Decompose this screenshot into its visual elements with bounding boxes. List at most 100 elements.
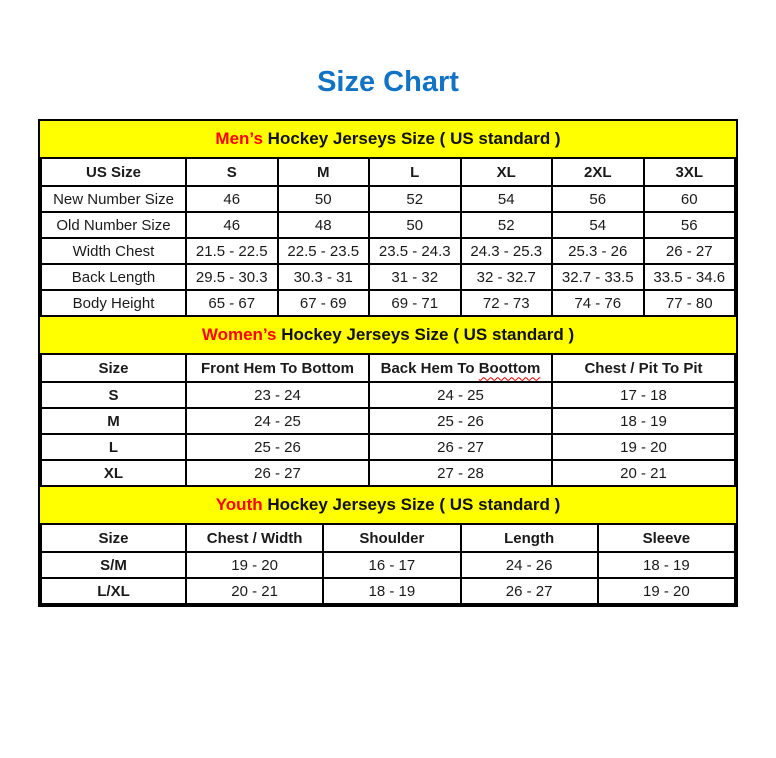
value-cell: 33.5 - 34.6	[642, 263, 736, 291]
value-cell: 24 - 25	[368, 381, 553, 409]
value-cell: 25 - 26	[368, 407, 553, 435]
mens-section-highlight: Men’s	[215, 129, 263, 148]
table-header-row: Size Front Hem To Bottom Back Hem To Boo…	[40, 353, 736, 383]
value-cell: 24.3 - 25.3	[459, 237, 553, 265]
table-row: Body Height 65 - 67 67 - 69 69 - 71 72 -…	[40, 289, 736, 317]
column-header: 3XL	[642, 157, 736, 187]
value-cell: 23 - 24	[185, 381, 370, 409]
value-cell: 19 - 20	[184, 551, 325, 579]
value-cell: 23.5 - 24.3	[368, 237, 462, 265]
value-cell: 65 - 67	[185, 289, 279, 317]
table-row: S 23 - 24 24 - 25 17 - 18	[40, 381, 736, 409]
table-row: Old Number Size 46 48 50 52 54 56	[40, 211, 736, 239]
table-row: L 25 - 26 26 - 27 19 - 20	[40, 433, 736, 461]
value-cell: 72 - 73	[459, 289, 553, 317]
table-row: XL 26 - 27 27 - 28 20 - 21	[40, 459, 736, 487]
column-header: Length	[459, 523, 599, 553]
row-label: XL	[40, 459, 187, 487]
table-row: L/XL 20 - 21 18 - 19 26 - 27 19 - 20	[40, 577, 737, 605]
value-cell: 30.3 - 31	[276, 263, 370, 291]
value-cell: 21.5 - 22.5	[185, 237, 279, 265]
table-row: New Number Size 46 50 52 54 56 60	[40, 185, 736, 213]
row-label: New Number Size	[40, 185, 187, 213]
column-header: Chest / Pit To Pit	[551, 353, 736, 383]
value-cell: 77 - 80	[642, 289, 736, 317]
value-cell: 25 - 26	[185, 433, 370, 461]
value-cell: 50	[276, 185, 370, 213]
value-cell: 27 - 28	[368, 459, 553, 487]
value-cell: 29.5 - 30.3	[185, 263, 279, 291]
value-cell: 19 - 20	[596, 577, 737, 605]
row-label: Back Length	[40, 263, 187, 291]
row-label: Width Chest	[40, 237, 187, 265]
value-cell: 20 - 21	[551, 459, 736, 487]
value-cell: 24 - 26	[459, 551, 599, 579]
value-cell: 26 - 27	[368, 433, 553, 461]
youth-section-title: Hockey Jerseys Size ( US standard )	[262, 495, 561, 514]
column-header: XL	[459, 157, 553, 187]
table-header-row: Size Chest / Width Shoulder Length Sleev…	[40, 523, 737, 553]
value-cell: 50	[368, 211, 462, 239]
youth-section-header: Youth Hockey Jerseys Size ( US standard …	[40, 487, 736, 523]
value-cell: 22.5 - 23.5	[276, 237, 370, 265]
column-header: S	[185, 157, 279, 187]
column-header: Sleeve	[596, 523, 737, 553]
value-cell: 48	[276, 211, 370, 239]
row-label: L/XL	[40, 577, 187, 605]
column-header-misspelled: Back Hem To Boottom	[368, 353, 553, 383]
column-header: 2XL	[551, 157, 645, 187]
row-label: S	[40, 381, 187, 409]
value-cell: 20 - 21	[184, 577, 325, 605]
value-cell: 69 - 71	[368, 289, 462, 317]
value-cell: 17 - 18	[551, 381, 736, 409]
value-cell: 26 - 27	[642, 237, 736, 265]
mens-section-header: Men’s Hockey Jerseys Size ( US standard …	[40, 121, 736, 157]
value-cell: 31 - 32	[368, 263, 462, 291]
column-header: Front Hem To Bottom	[185, 353, 370, 383]
value-cell: 32 - 32.7	[459, 263, 553, 291]
column-header: US Size	[40, 157, 187, 187]
value-cell: 54	[551, 211, 645, 239]
mens-size-table: US Size S M L XL 2XL 3XL New Number Size…	[40, 157, 736, 317]
column-header: M	[276, 157, 370, 187]
youth-section-highlight: Youth	[215, 495, 263, 514]
value-cell: 60	[642, 185, 736, 213]
size-chart-container: Men’s Hockey Jerseys Size ( US standard …	[38, 119, 738, 607]
value-cell: 25.3 - 26	[551, 237, 645, 265]
womens-section-highlight: Women’s	[201, 325, 277, 344]
value-cell: 18 - 19	[322, 577, 462, 605]
youth-size-table: Size Chest / Width Shoulder Length Sleev…	[40, 523, 737, 605]
womens-section-title: Hockey Jerseys Size ( US standard )	[276, 325, 575, 344]
value-cell: 18 - 19	[596, 551, 737, 579]
row-label: L	[40, 433, 187, 461]
column-header: L	[368, 157, 462, 187]
value-cell: 46	[185, 211, 279, 239]
value-cell: 56	[642, 211, 736, 239]
value-cell: 24 - 25	[185, 407, 370, 435]
mens-section-title: Hockey Jerseys Size ( US standard )	[262, 129, 561, 148]
value-cell: 32.7 - 33.5	[551, 263, 645, 291]
value-cell: 56	[551, 185, 645, 213]
value-cell: 52	[459, 211, 553, 239]
row-label: S/M	[40, 551, 187, 579]
womens-section-header: Women’s Hockey Jerseys Size ( US standar…	[40, 317, 736, 353]
value-cell: 52	[368, 185, 462, 213]
column-header: Shoulder	[322, 523, 462, 553]
value-cell: 16 - 17	[322, 551, 462, 579]
value-cell: 67 - 69	[276, 289, 370, 317]
value-cell: 19 - 20	[551, 433, 736, 461]
column-header: Chest / Width	[184, 523, 325, 553]
value-cell: 26 - 27	[459, 577, 599, 605]
value-cell: 18 - 19	[551, 407, 736, 435]
table-header-row: US Size S M L XL 2XL 3XL	[40, 157, 736, 187]
column-header-text: Back Hem To	[380, 359, 479, 377]
value-cell: 54	[459, 185, 553, 213]
row-label: M	[40, 407, 187, 435]
womens-size-table: Size Front Hem To Bottom Back Hem To Boo…	[40, 353, 736, 487]
value-cell: 46	[185, 185, 279, 213]
table-row: M 24 - 25 25 - 26 18 - 19	[40, 407, 736, 435]
column-header: Size	[40, 353, 187, 383]
value-cell: 74 - 76	[551, 289, 645, 317]
row-label: Old Number Size	[40, 211, 187, 239]
table-row: Width Chest 21.5 - 22.5 22.5 - 23.5 23.5…	[40, 237, 736, 265]
